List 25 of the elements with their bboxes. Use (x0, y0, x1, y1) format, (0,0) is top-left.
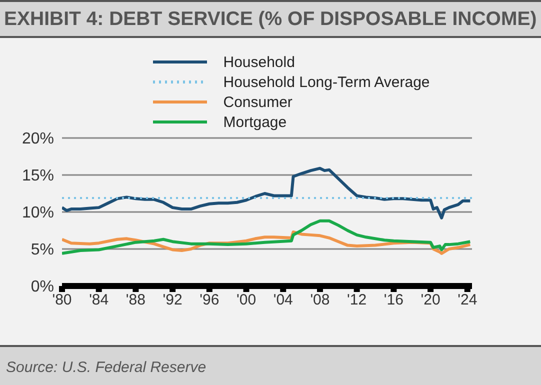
line-series (62, 166, 472, 220)
x-tick-label: '00 (236, 292, 256, 309)
y-tick-label: 0% (30, 278, 54, 296)
x-tick-label: '92 (162, 292, 182, 309)
x-tick-label: '96 (200, 292, 220, 309)
x-tick-label: '88 (126, 292, 146, 309)
x-tick-label: '24 (458, 292, 478, 309)
line-series (62, 219, 472, 255)
y-tick-label: 10% (22, 204, 54, 222)
x-tick-label: '08 (310, 292, 330, 309)
x-tick-label: '84 (89, 292, 109, 309)
y-tick-label: 15% (22, 168, 54, 185)
x-tick-label: '80 (52, 292, 72, 309)
x-tick-label: '20 (420, 292, 440, 309)
y-tick-label: 5% (30, 242, 54, 259)
x-tick-label: '12 (347, 292, 367, 309)
x-tick-label: '04 (273, 292, 293, 309)
chart-title: EXHIBIT 4: DEBT SERVICE (% OF DISPOSABLE INCOME) (0, 0, 541, 38)
legend-label: Household Long-Term Average (223, 74, 430, 90)
legend-label: Consumer (223, 94, 292, 110)
source-note: Source: U.S. Federal Reserve (6, 358, 206, 376)
legend-label: Mortgage (223, 114, 287, 130)
legend-label: Household (223, 54, 295, 70)
x-tick-label: '16 (384, 292, 404, 309)
y-tick-label: 20% (22, 130, 54, 148)
